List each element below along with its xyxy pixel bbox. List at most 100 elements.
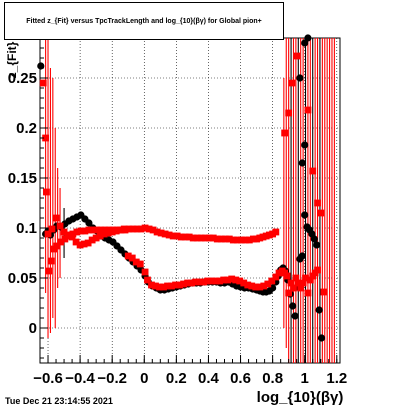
data-point-square xyxy=(100,230,108,238)
data-point-square xyxy=(57,238,65,246)
data-point-square xyxy=(240,279,248,287)
axes: −0.6 −0.4 −0.2 0 0.2 0.4 0.6 0.8 1 1.2 0 0.05 0.1 0.1… xyxy=(8,47,347,387)
x-tick-label: 0.4 xyxy=(198,370,220,387)
data-points xyxy=(37,34,328,342)
data-point-square xyxy=(64,231,72,239)
data-point-square xyxy=(287,279,295,287)
x-tick-label: 0.8 xyxy=(262,370,283,387)
data-point-square xyxy=(200,278,208,286)
y-tick-label: 0.05 xyxy=(8,270,37,287)
data-point-square xyxy=(314,266,321,274)
timestamp: Tue Dec 21 23:14:55 2021 xyxy=(5,396,113,406)
y-tick-label: 0.1 xyxy=(16,220,37,237)
data-point-square xyxy=(272,273,280,281)
data-point-square xyxy=(216,277,224,285)
x-tick-label: −0.4 xyxy=(65,370,95,387)
x-tick-label: −0.6 xyxy=(33,370,63,387)
data-point-square xyxy=(48,225,56,233)
y-tick-label: 0.15 xyxy=(8,170,37,187)
data-point-square xyxy=(93,226,101,234)
data-point-square xyxy=(164,282,171,290)
data-point-circle xyxy=(313,241,321,249)
data-point-square xyxy=(141,224,149,232)
chart-title: Fitted z_{Fit} versus TpcTrackLength and… xyxy=(4,2,284,40)
data-point-square xyxy=(60,228,68,236)
x-tick-label: 0.2 xyxy=(166,370,187,387)
data-point-square xyxy=(256,283,264,291)
data-point-square xyxy=(212,277,220,285)
data-point-square xyxy=(85,226,93,234)
data-point-square xyxy=(145,225,153,233)
data-point-square xyxy=(205,234,213,242)
x-tick-label: 0.6 xyxy=(230,370,251,387)
data-point-square xyxy=(184,279,191,287)
x-axis-label: log_{10}(βγ) xyxy=(257,389,344,406)
data-point-square xyxy=(92,234,100,242)
data-point-square xyxy=(168,282,175,290)
data-point-square xyxy=(124,252,132,260)
data-point-square xyxy=(290,284,297,292)
data-point-square xyxy=(281,129,289,137)
data-point-square xyxy=(196,278,204,286)
data-point-square xyxy=(237,236,245,244)
data-point-square xyxy=(244,281,252,289)
data-point-square xyxy=(213,235,221,243)
data-point-square xyxy=(53,242,61,250)
data-point-square xyxy=(61,235,69,243)
data-point-square xyxy=(220,276,228,284)
data-point-square xyxy=(260,282,268,290)
data-point-circle xyxy=(301,141,309,149)
data-point-square xyxy=(245,236,253,244)
data-point-square xyxy=(272,228,280,236)
data-point-square xyxy=(172,281,179,289)
data-point-square xyxy=(233,236,241,244)
data-point-square xyxy=(125,225,133,233)
data-point-circle xyxy=(289,302,297,310)
data-point-square xyxy=(314,199,321,207)
data-point-circle xyxy=(301,211,309,219)
data-point-square xyxy=(225,235,233,243)
data-point-circle xyxy=(298,252,306,260)
data-point-square xyxy=(299,279,307,287)
data-point-square xyxy=(180,280,187,288)
data-point-square xyxy=(294,279,302,287)
y-axis-label: z_{Fit} xyxy=(5,41,19,78)
data-point-square xyxy=(108,228,116,236)
data-point-square xyxy=(68,233,76,241)
data-point-square xyxy=(292,274,300,282)
data-point-square xyxy=(152,282,159,290)
data-point-square xyxy=(252,283,260,291)
x-tick-label: −0.2 xyxy=(97,370,127,387)
data-point-square xyxy=(236,277,244,285)
data-point-circle xyxy=(315,306,323,314)
data-point-square xyxy=(232,276,240,284)
data-point-square xyxy=(44,230,52,238)
data-point-square xyxy=(176,281,183,289)
data-point-square xyxy=(320,288,328,296)
data-point-square xyxy=(136,260,144,268)
data-point-square xyxy=(56,222,64,230)
y-tick-label: 0.2 xyxy=(16,120,37,137)
data-point-square xyxy=(189,234,197,242)
data-point-square xyxy=(116,226,124,234)
data-point-square xyxy=(306,276,314,284)
x-tick-label: 0 xyxy=(140,370,148,387)
data-point-square xyxy=(42,134,50,142)
data-point-square xyxy=(157,229,165,237)
data-point-square xyxy=(148,281,155,289)
x-tick-label: 1 xyxy=(301,370,309,387)
data-point-circle xyxy=(310,235,318,243)
data-point-square xyxy=(293,52,301,60)
data-point-square xyxy=(283,272,291,280)
data-point-square xyxy=(224,276,232,284)
data-point-square xyxy=(160,283,167,291)
data-point-square xyxy=(197,234,205,242)
data-point-square xyxy=(43,188,50,196)
data-point-square xyxy=(137,225,145,233)
data-point-square xyxy=(228,275,236,283)
data-point-square xyxy=(304,106,312,114)
data-point-circle xyxy=(298,159,306,167)
data-point-square xyxy=(84,239,92,247)
data-point-square xyxy=(153,228,161,236)
